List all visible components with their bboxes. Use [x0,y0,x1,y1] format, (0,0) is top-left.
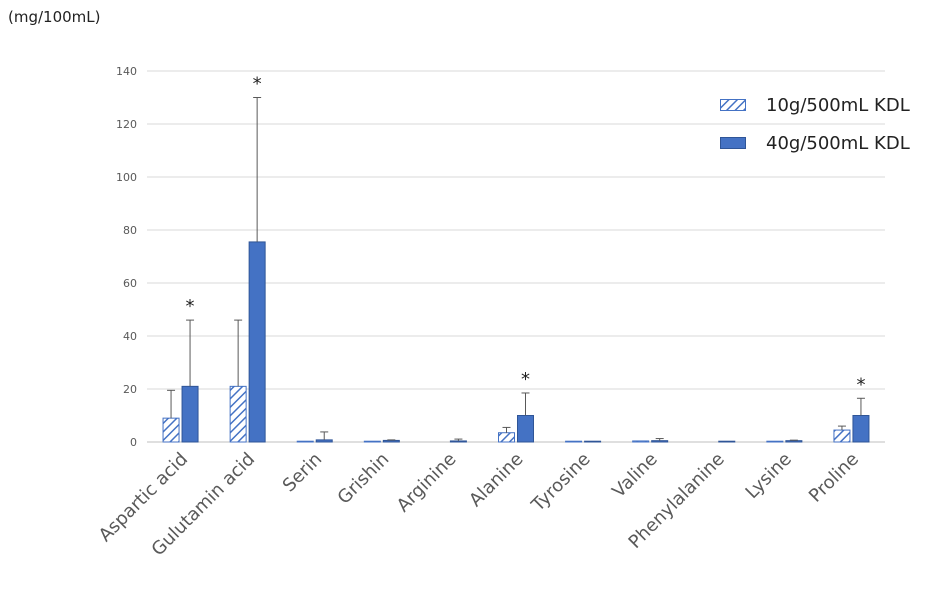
bar [584,440,602,443]
gridlines [147,70,885,443]
y-tick-label: 120 [116,118,137,131]
bar [229,385,247,443]
bar [852,415,870,443]
legend-label: 10g/500mL KDL [766,94,910,116]
legend-item: 10g/500mL KDL [720,86,910,124]
bar [651,440,669,443]
significance-markers: * * * * [186,74,866,396]
legend-item: 40g/500mL KDL [720,124,910,162]
x-tick-label: Arginine [393,449,461,517]
x-tick-label: Valine [608,449,661,502]
x-tick-label: Alanine [465,449,527,511]
significance-asterisk: * [253,74,262,95]
bar [449,440,467,443]
x-tick-label: Serin [279,449,327,497]
y-tick-label: 140 [116,65,137,78]
hatched-swatch [720,99,746,111]
bar [498,432,515,443]
solid-swatch [720,137,746,149]
y-tick-label: 20 [123,383,137,396]
legend: 10g/500mL KDL 40g/500mL KDL [720,86,910,162]
legend-label: 40g/500mL KDL [766,132,910,154]
y-tick-label: 60 [123,277,137,290]
bar [363,440,381,443]
bar [248,241,266,443]
bar [632,440,650,443]
x-tick-label: Grishin [334,449,394,509]
y-axis-unit-label: (mg/100mL) [8,8,101,26]
significance-asterisk: * [186,296,195,317]
bar [833,429,851,443]
bars [162,241,870,443]
bar [181,385,199,443]
y-tick-label: 100 [116,171,137,184]
bar [382,439,400,443]
bar [162,417,180,443]
x-tick-label: Tyrosine [527,449,595,517]
significance-asterisk: * [856,374,865,395]
x-tick-label: Proline [805,449,863,507]
bar [315,439,333,443]
bar [766,440,784,443]
y-tick-label: 0 [130,436,137,449]
bar [785,440,803,443]
error-bars [167,97,865,441]
y-tick-label: 80 [123,224,137,237]
y-tick-label: 40 [123,330,137,343]
bar [296,440,314,443]
bar [718,440,736,443]
bar [565,440,583,443]
x-tick-label: Lysine [742,449,796,503]
y-axis-ticks: 0 20 40 60 80 100 120 140 [116,65,137,449]
significance-asterisk: * [521,369,530,390]
bar [517,415,534,443]
